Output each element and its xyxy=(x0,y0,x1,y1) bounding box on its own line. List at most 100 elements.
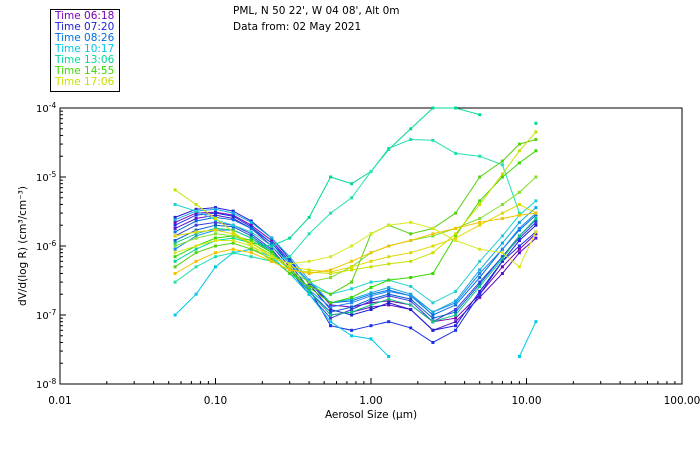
data-point xyxy=(369,259,373,263)
data-point xyxy=(431,244,435,248)
data-point xyxy=(231,241,235,245)
data-point xyxy=(249,225,253,229)
data-point xyxy=(173,259,177,263)
data-point xyxy=(173,241,177,245)
data-point xyxy=(409,292,413,296)
data-point xyxy=(454,211,458,215)
series-line xyxy=(518,321,537,357)
data-point xyxy=(350,265,354,269)
data-point xyxy=(350,295,354,299)
data-point xyxy=(409,303,413,307)
data-point xyxy=(387,320,391,324)
data-point xyxy=(194,247,198,251)
data-point xyxy=(329,211,333,215)
data-point xyxy=(307,280,311,284)
data-point xyxy=(431,341,435,344)
data-point xyxy=(409,297,413,301)
x-tick-label: 10.00 xyxy=(511,395,541,407)
data-point xyxy=(350,196,354,200)
data-point xyxy=(270,239,274,242)
data-point xyxy=(431,301,435,305)
data-point xyxy=(478,154,482,158)
data-point xyxy=(517,211,521,215)
data-point xyxy=(431,234,435,238)
series-12 xyxy=(173,106,538,263)
data-point xyxy=(500,234,504,238)
data-point xyxy=(478,272,482,275)
data-point xyxy=(350,244,354,248)
data-point xyxy=(214,213,217,217)
data-point xyxy=(231,230,235,234)
data-point xyxy=(454,151,458,155)
data-point xyxy=(307,284,311,288)
data-point xyxy=(431,106,435,110)
data-point xyxy=(249,234,253,238)
data-point xyxy=(194,230,198,234)
data-point xyxy=(350,328,354,332)
data-point xyxy=(478,220,482,224)
data-point xyxy=(288,268,292,272)
series-line xyxy=(174,131,537,275)
data-point xyxy=(329,308,333,311)
data-point xyxy=(288,255,292,259)
data-point xyxy=(534,232,538,236)
data-point xyxy=(517,203,521,206)
data-point xyxy=(173,234,177,238)
data-point xyxy=(534,236,538,240)
y-tick-label: 10-6 xyxy=(36,239,56,253)
data-point xyxy=(534,220,538,224)
y-tick-label: 10-4 xyxy=(36,101,56,115)
data-point xyxy=(369,337,373,341)
data-point xyxy=(173,215,177,219)
data-point xyxy=(194,223,198,227)
data-point xyxy=(173,313,177,317)
data-point xyxy=(350,313,354,317)
data-point xyxy=(350,334,354,338)
series-line xyxy=(174,138,520,283)
data-point xyxy=(329,292,333,296)
data-point xyxy=(214,226,217,230)
data-point xyxy=(431,232,435,236)
data-point xyxy=(500,203,504,206)
data-point xyxy=(431,226,435,230)
legend-item: Time 06:18 xyxy=(55,10,115,22)
data-point xyxy=(454,313,458,317)
data-point xyxy=(288,265,292,269)
data-point xyxy=(214,223,217,227)
data-point xyxy=(454,316,458,320)
data-point xyxy=(307,259,311,263)
chart-title: PML, N 50 22', W 04 08', Alt 0m xyxy=(233,5,400,17)
data-point xyxy=(369,286,373,289)
data-point xyxy=(329,268,333,272)
data-point xyxy=(329,175,333,179)
data-point xyxy=(387,262,391,266)
series-18 xyxy=(173,130,538,275)
data-point xyxy=(173,203,177,206)
data-point xyxy=(431,316,435,320)
data-point xyxy=(214,217,217,220)
data-point xyxy=(270,257,274,261)
data-point xyxy=(517,228,521,232)
data-point xyxy=(249,255,253,259)
data-point xyxy=(270,259,274,263)
data-point xyxy=(288,257,292,261)
data-point xyxy=(329,320,333,324)
data-point xyxy=(517,236,521,240)
data-point xyxy=(231,209,235,213)
legend-item: Time 13:06 xyxy=(55,54,115,66)
data-point xyxy=(478,268,482,272)
data-point xyxy=(249,230,253,234)
data-point xyxy=(500,172,504,176)
data-point xyxy=(214,255,217,259)
data-point xyxy=(517,239,521,242)
data-point xyxy=(350,299,354,303)
data-point xyxy=(173,247,177,251)
data-point xyxy=(500,241,504,245)
data-point xyxy=(214,251,217,255)
data-point xyxy=(478,295,482,299)
series-3 xyxy=(173,206,538,332)
data-point xyxy=(231,214,235,218)
data-point xyxy=(409,308,413,311)
data-point xyxy=(409,294,413,298)
data-point xyxy=(534,320,538,324)
